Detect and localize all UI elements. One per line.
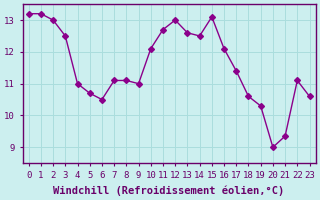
X-axis label: Windchill (Refroidissement éolien,°C): Windchill (Refroidissement éolien,°C): [53, 185, 285, 196]
